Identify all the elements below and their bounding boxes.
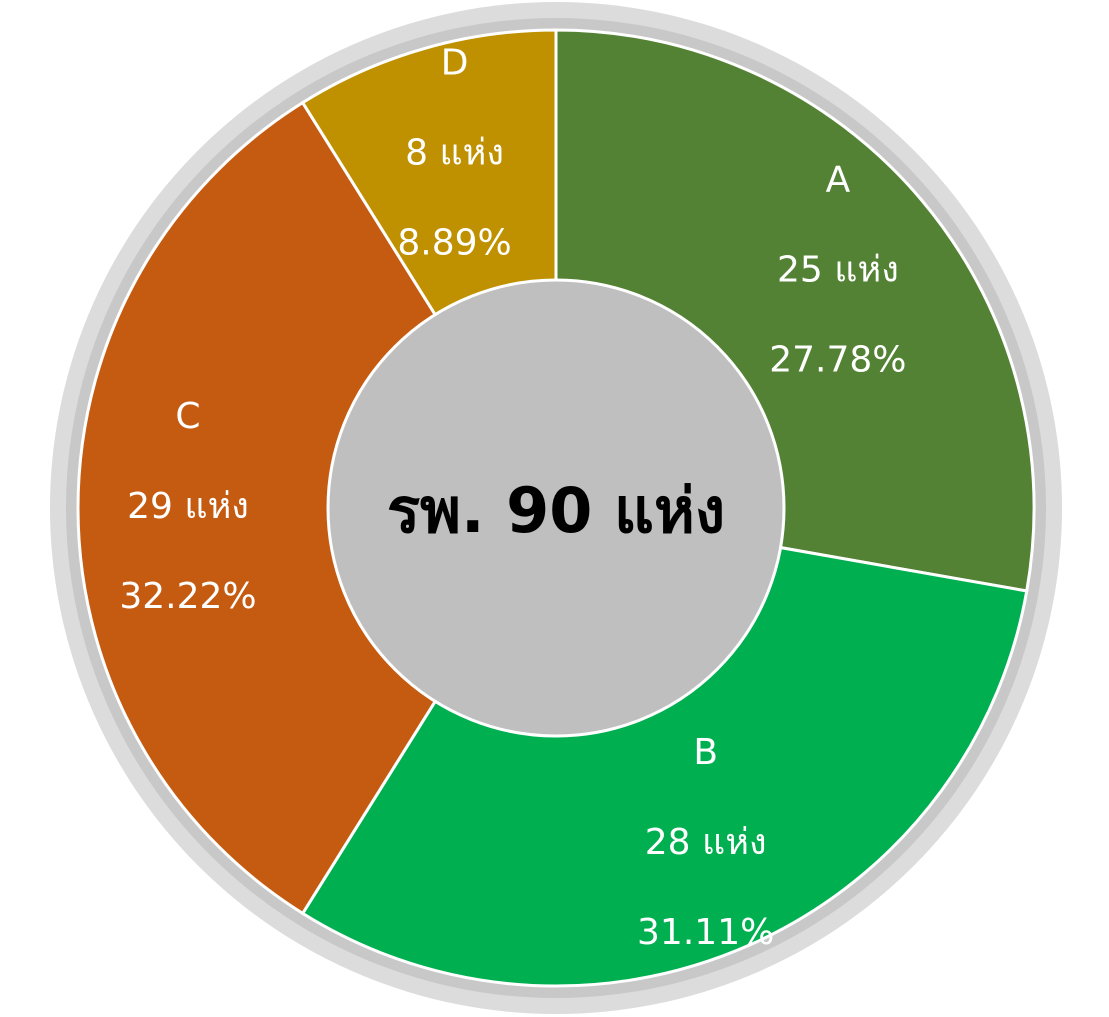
category-label: B <box>693 732 718 773</box>
center-label: รพ. 90 แห่ง <box>387 474 725 547</box>
value-label: 25 แห่ง <box>777 249 899 290</box>
percentage-label: 31.11% <box>637 912 774 953</box>
category-label: C <box>175 396 200 437</box>
category-label: D <box>441 42 469 83</box>
percentage-label: 27.78% <box>769 339 906 380</box>
donut-hole <box>326 278 786 738</box>
percentage-label: 8.89% <box>397 222 511 263</box>
category-label: A <box>826 159 851 200</box>
value-label: 8 แห่ง <box>405 132 504 173</box>
slice <box>76 100 558 916</box>
percentage-label: 32.22% <box>119 576 256 617</box>
value-label: 29 แห่ง <box>127 486 249 527</box>
value-label: 28 แห่ง <box>645 822 767 863</box>
